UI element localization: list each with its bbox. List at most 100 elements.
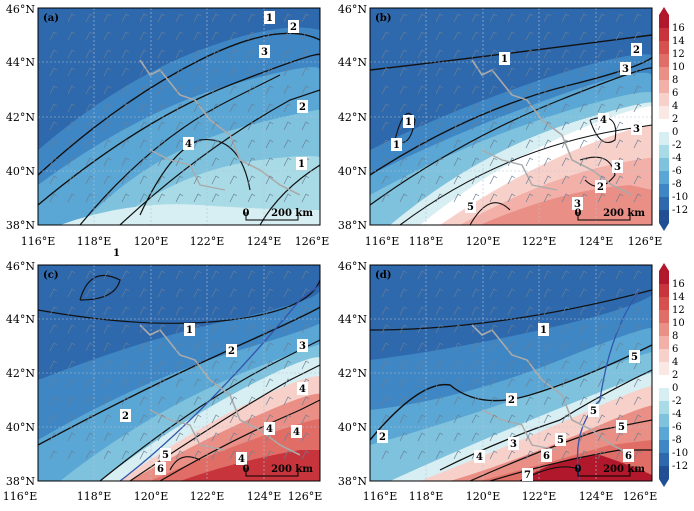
wind-barb (597, 193, 606, 203)
wind-barb (525, 121, 534, 131)
colorbar-tick-label: 6 (672, 88, 678, 99)
wind-barb (157, 342, 166, 352)
wind-barb (247, 342, 256, 352)
svg-text:2: 2 (122, 411, 129, 422)
wind-barb (301, 139, 310, 149)
svg-text:42°N: 42°N (6, 111, 35, 124)
wind-barb (67, 175, 76, 185)
colorbar-swatch (659, 349, 669, 362)
wind-barb (67, 85, 76, 95)
wind-barb (157, 360, 166, 370)
colorbar-tick-label: 10 (672, 62, 685, 73)
wind-barb (121, 360, 130, 370)
svg-text:1: 1 (540, 325, 547, 336)
wind-barb (417, 396, 426, 406)
wind-barb (103, 31, 112, 41)
wind-barbs (381, 13, 642, 203)
wind-barb (103, 13, 112, 23)
wind-barb (301, 396, 310, 406)
wind-barb (211, 31, 220, 41)
wind-barb (103, 270, 112, 280)
wind-barb (615, 342, 624, 352)
wind-barb (417, 360, 426, 370)
wind-barb (211, 342, 220, 352)
wind-barb (399, 378, 408, 388)
wind-barb (633, 193, 642, 203)
wind-barb (525, 288, 534, 298)
x-tick-label: 126°E (295, 235, 330, 248)
wind-barb (193, 175, 202, 185)
svg-text:46°N: 46°N (6, 260, 35, 273)
wind-barb (211, 157, 220, 167)
wind-barb (507, 157, 516, 167)
contour-label: 5 (555, 433, 566, 446)
wind-barb (435, 360, 444, 370)
wind-barb (175, 450, 184, 460)
wind-barb (381, 175, 390, 185)
x-tick-label: 122°E (190, 490, 225, 503)
wind-barb (67, 288, 76, 298)
wind-barb (489, 360, 498, 370)
wind-barb (561, 85, 570, 95)
wind-barb (67, 360, 76, 370)
wind-barb (453, 288, 462, 298)
svg-text:4: 4 (293, 427, 300, 438)
wind-barb (507, 270, 516, 280)
wind-barb (381, 342, 390, 352)
wind-barb (507, 414, 516, 424)
colorbar-tick-label: 12 (672, 49, 685, 60)
wind-barb (193, 342, 202, 352)
wind-barb (121, 157, 130, 167)
wind-barb (193, 157, 202, 167)
wind-barb (85, 432, 94, 442)
wind-barb (399, 306, 408, 316)
wind-barb (157, 324, 166, 334)
wind-barb (597, 270, 606, 280)
wind-barb (175, 85, 184, 95)
wind-barb (67, 432, 76, 442)
svg-text:200 km: 200 km (603, 208, 645, 219)
wind-barb (633, 342, 642, 352)
wind-barb (399, 288, 408, 298)
wind-barb (453, 378, 462, 388)
wind-barb (471, 342, 480, 352)
wind-barb (103, 103, 112, 113)
contour-label: 5 (588, 404, 599, 417)
wind-barb (85, 360, 94, 370)
wind-barb (489, 175, 498, 185)
wind-barb (615, 288, 624, 298)
wind-barb (435, 450, 444, 460)
wind-barb (265, 193, 274, 203)
wind-barb (157, 31, 166, 41)
wind-barb (247, 432, 256, 442)
contour-label: 7 (522, 468, 533, 481)
wind-barb (435, 378, 444, 388)
wind-barb (525, 306, 534, 316)
wind-barb (489, 31, 498, 41)
wind-barb (381, 103, 390, 113)
colorbar-swatch (659, 67, 669, 80)
wind-barb (229, 193, 238, 203)
wind-barb (49, 13, 58, 23)
wind-barb (67, 306, 76, 316)
wind-barb (453, 306, 462, 316)
wind-barb (525, 360, 534, 370)
wind-barb (597, 396, 606, 406)
wind-barb (597, 139, 606, 149)
wind-barb (453, 324, 462, 334)
svg-text:3: 3 (633, 124, 640, 135)
wind-barb (507, 360, 516, 370)
colorbar-tick-label: -10 (672, 192, 688, 203)
svg-text:46°N: 46°N (6, 3, 35, 16)
svg-text:1: 1 (113, 248, 120, 259)
wind-barb (435, 324, 444, 334)
svg-text:42°N: 42°N (338, 367, 367, 380)
wind-barb (301, 288, 310, 298)
wind-barb (381, 139, 390, 149)
contour-label: 5 (616, 420, 627, 433)
wind-barb (381, 157, 390, 167)
wind-barb (381, 306, 390, 316)
wind-barb (85, 13, 94, 23)
wind-barb (543, 31, 552, 41)
contour-label: 2 (595, 180, 606, 193)
